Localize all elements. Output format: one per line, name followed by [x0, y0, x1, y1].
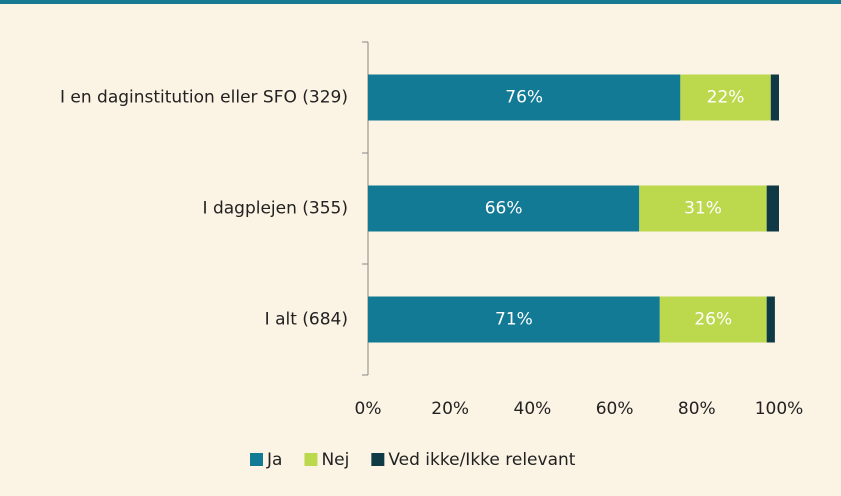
- legend-label: Nej: [321, 450, 349, 470]
- bar-segment: [766, 296, 775, 343]
- x-tick-label: 60%: [596, 399, 634, 419]
- bar-segment: [766, 185, 779, 232]
- data-label: 26%: [694, 310, 732, 330]
- top-border: [0, 0, 841, 4]
- data-label: 22%: [707, 88, 745, 108]
- bar-segment: [368, 185, 640, 232]
- legend-swatch: [304, 453, 318, 466]
- legend-label: Ja: [266, 450, 282, 470]
- legend-swatch: [250, 453, 263, 466]
- bar-segment: [368, 296, 660, 343]
- data-label: 31%: [684, 199, 722, 219]
- bar-segment: [659, 296, 767, 343]
- data-label: 66%: [485, 199, 523, 219]
- x-tick-label: 100%: [755, 399, 804, 419]
- bar-segment: [680, 74, 771, 121]
- y-tick-label: I dagplejen (355): [203, 199, 348, 219]
- x-tick-label: 40%: [514, 399, 552, 419]
- bar-segment: [770, 74, 779, 121]
- data-label: 71%: [495, 310, 533, 330]
- legend-label: Ved ikke/Ikke relevant: [388, 450, 575, 470]
- y-tick-label: I en daginstitution eller SFO (329): [60, 88, 348, 108]
- bar-segment: [368, 74, 681, 121]
- y-tick-label: I alt (684): [265, 310, 348, 330]
- data-label: 76%: [505, 88, 543, 108]
- x-tick-label: 20%: [431, 399, 469, 419]
- x-tick-label: 0%: [355, 399, 382, 419]
- bar-segment: [639, 185, 767, 232]
- legend-swatch: [371, 453, 385, 466]
- x-tick-label: 80%: [678, 399, 716, 419]
